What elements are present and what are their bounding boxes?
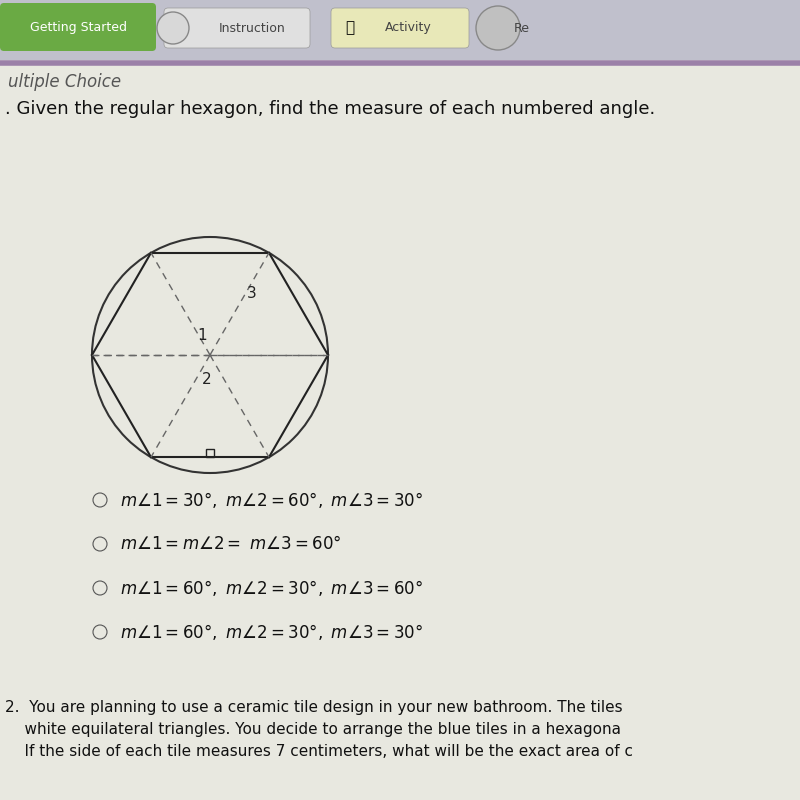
- Bar: [0, 0, 800, 60]
- Circle shape: [157, 12, 189, 44]
- Text: 📚: 📚: [346, 21, 354, 35]
- Text: Activity: Activity: [385, 22, 431, 34]
- Text: 2.  You are planning to use a ceramic tile design in your new bathroom. The tile: 2. You are planning to use a ceramic til…: [5, 700, 622, 715]
- Text: Instruction: Instruction: [218, 22, 286, 34]
- Text: 2: 2: [202, 373, 212, 387]
- Text: white equilateral triangles. You decide to arrange the blue tiles in a hexagona: white equilateral triangles. You decide …: [5, 722, 621, 737]
- Text: $m\angle 1 = m\angle 2 = \ m\angle 3 = 60°$: $m\angle 1 = m\angle 2 = \ m\angle 3 = 6…: [120, 535, 342, 553]
- Text: 1: 1: [197, 327, 207, 342]
- Text: $m\angle 1 = 60°,\ m\angle 2 = 30°,\ m\angle 3 = 30°$: $m\angle 1 = 60°,\ m\angle 2 = 30°,\ m\a…: [120, 622, 423, 642]
- Text: $m\angle 1 = 60°,\ m\angle 2 = 30°,\ m\angle 3 = 60°$: $m\angle 1 = 60°,\ m\angle 2 = 30°,\ m\a…: [120, 578, 423, 598]
- Circle shape: [476, 6, 520, 50]
- Text: Getting Started: Getting Started: [30, 22, 126, 34]
- Text: . Given the regular hexagon, find the measure of each numbered angle.: . Given the regular hexagon, find the me…: [5, 100, 655, 118]
- Text: $m\angle 1 = 30°,\ m\angle 2 = 60°,\ m\angle 3 = 30°$: $m\angle 1 = 30°,\ m\angle 2 = 60°,\ m\a…: [120, 490, 423, 510]
- Text: ultiple Choice: ultiple Choice: [8, 73, 121, 91]
- Text: Re: Re: [514, 22, 530, 34]
- FancyBboxPatch shape: [331, 8, 469, 48]
- FancyBboxPatch shape: [164, 8, 310, 48]
- Text: 3: 3: [247, 286, 257, 301]
- Text: If the side of each tile measures 7 centimeters, what will be the exact area of : If the side of each tile measures 7 cent…: [5, 744, 633, 759]
- FancyBboxPatch shape: [0, 3, 156, 51]
- Bar: [206, 449, 214, 457]
